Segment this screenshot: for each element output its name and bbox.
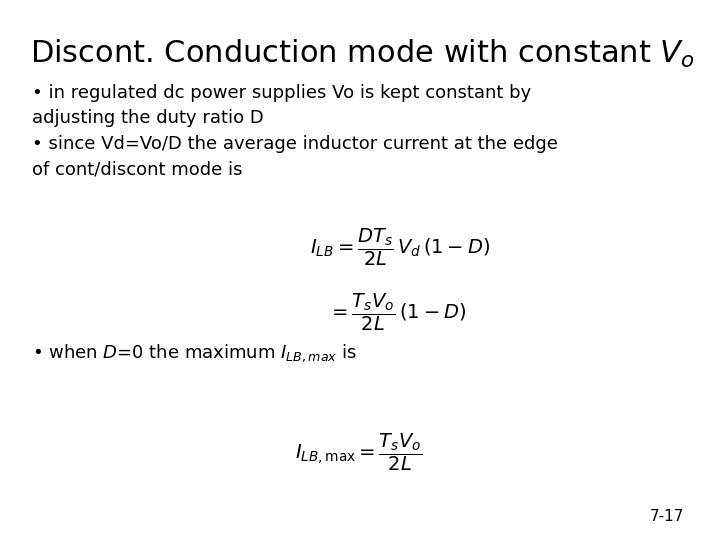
Text: Discont. Conduction mode with constant $V_o$: Discont. Conduction mode with constant $… — [30, 38, 695, 70]
Text: $I_{LB,\mathrm{max}} = \dfrac{T_s V_o}{2L}$: $I_{LB,\mathrm{max}} = \dfrac{T_s V_o}{2… — [295, 432, 423, 474]
Text: $= \dfrac{T_s V_o}{2L}\,(1-D)$: $= \dfrac{T_s V_o}{2L}\,(1-D)$ — [328, 292, 466, 333]
Text: 7-17: 7-17 — [649, 509, 684, 524]
Text: • in regulated dc power supplies Vo is kept constant by
adjusting the duty ratio: • in regulated dc power supplies Vo is k… — [32, 84, 558, 179]
Text: • when $D$=0 the maximum $I_{LB,max}$ is: • when $D$=0 the maximum $I_{LB,max}$ is — [32, 343, 357, 364]
Text: $I_{LB} = \dfrac{DT_s}{2L}\, V_d\, (1-D)$: $I_{LB} = \dfrac{DT_s}{2L}\, V_d\, (1-D)… — [310, 227, 490, 268]
